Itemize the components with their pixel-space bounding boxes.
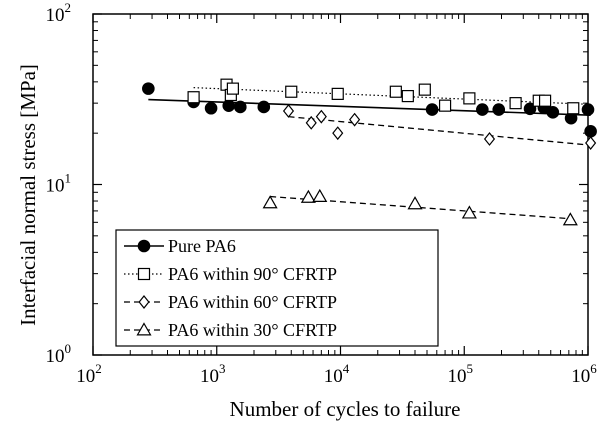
series-2-point (285, 85, 298, 98)
x-tick-exponent: 5 (467, 361, 474, 376)
x-tick-label: 103 (200, 361, 226, 387)
legend-label-4: PA6 within 30° CFRTP (168, 320, 337, 340)
series-1-point (581, 103, 595, 116)
series-2-point (401, 89, 414, 103)
series-1-point (257, 100, 271, 114)
x-tick-label: 106 (571, 361, 597, 387)
series-3-point (332, 126, 344, 141)
x-tick-exponent: 2 (95, 361, 102, 376)
legend-label-3: PA6 within 60° CFRTP (168, 292, 337, 312)
series-1-point (546, 106, 560, 119)
series-2-point (187, 91, 200, 104)
series-3-point (483, 131, 496, 146)
series-4-point (262, 195, 278, 209)
series-2-point (389, 85, 402, 98)
series-1-point (204, 101, 218, 115)
y-tick-base: 10 (46, 346, 65, 367)
x-axis-label: Number of cycles to failure (230, 397, 461, 421)
series-3-point (349, 112, 361, 127)
series-1-point (142, 82, 155, 95)
series-2-point (331, 87, 344, 100)
series-1-point (584, 125, 597, 138)
series-2-point (509, 97, 522, 110)
x-tick-base: 10 (571, 366, 590, 387)
ticks (92, 13, 589, 356)
series-3-fit-line (288, 116, 591, 146)
series-3-point (282, 103, 295, 118)
series-4-point (461, 205, 477, 219)
y-tick-exponent: 2 (65, 0, 72, 15)
x-tick-exponent: 6 (590, 361, 597, 376)
series-2-point (567, 102, 580, 115)
x-tick-label: 104 (324, 361, 350, 387)
series-4-point (562, 212, 578, 226)
legend-marker-2 (137, 267, 151, 281)
y-tick-label: 100 (46, 341, 72, 367)
x-tick-base: 10 (76, 366, 95, 387)
x-tick-base: 10 (448, 366, 467, 387)
series-4-point (407, 196, 423, 210)
series-2-point (538, 94, 552, 107)
y-tick-label: 101 (46, 171, 72, 197)
x-tick-exponent: 3 (219, 361, 226, 376)
series-2-point (463, 92, 476, 105)
y-tick-exponent: 1 (65, 171, 72, 186)
legend-marker-4 (136, 322, 152, 336)
series-1-fit-line (148, 98, 591, 116)
series-3-point (305, 115, 317, 130)
series-1-point (476, 103, 489, 116)
x-tick-base: 10 (324, 366, 343, 387)
x-tick-label: 102 (76, 361, 102, 387)
markers (142, 78, 597, 226)
legend-marker-1 (137, 239, 151, 253)
y-tick-base: 10 (46, 5, 65, 26)
legend-box (115, 229, 439, 347)
series-1-point (425, 103, 439, 116)
y-tick-label: 102 (46, 0, 72, 26)
series-3-point (315, 109, 327, 124)
legend: Pure PA6 PA6 within 90° CFRTP PA6 within 6… (115, 229, 439, 347)
x-tick-base: 10 (200, 366, 219, 387)
series-1-point (492, 103, 506, 116)
legend-marker-3 (138, 295, 150, 309)
x-tick-exponent: 4 (343, 361, 350, 376)
series-2-point (438, 99, 452, 112)
y-axis-label: Interfacial normal stress [MPa] (16, 64, 40, 326)
legend-label-1: Pure PA6 (168, 236, 236, 256)
series-1-point (234, 100, 247, 114)
x-tick-label: 105 (448, 361, 474, 387)
y-tick-base: 10 (46, 176, 65, 197)
y-tick-exponent: 0 (65, 341, 72, 356)
series-2-point (418, 83, 431, 96)
series-1-point (222, 99, 236, 112)
series-4-point (312, 188, 328, 203)
series-3-point (585, 136, 597, 151)
legend-label-2: PA6 within 90° CFRTP (168, 264, 337, 284)
series-4-point (300, 189, 316, 203)
series-2-point (226, 82, 239, 95)
